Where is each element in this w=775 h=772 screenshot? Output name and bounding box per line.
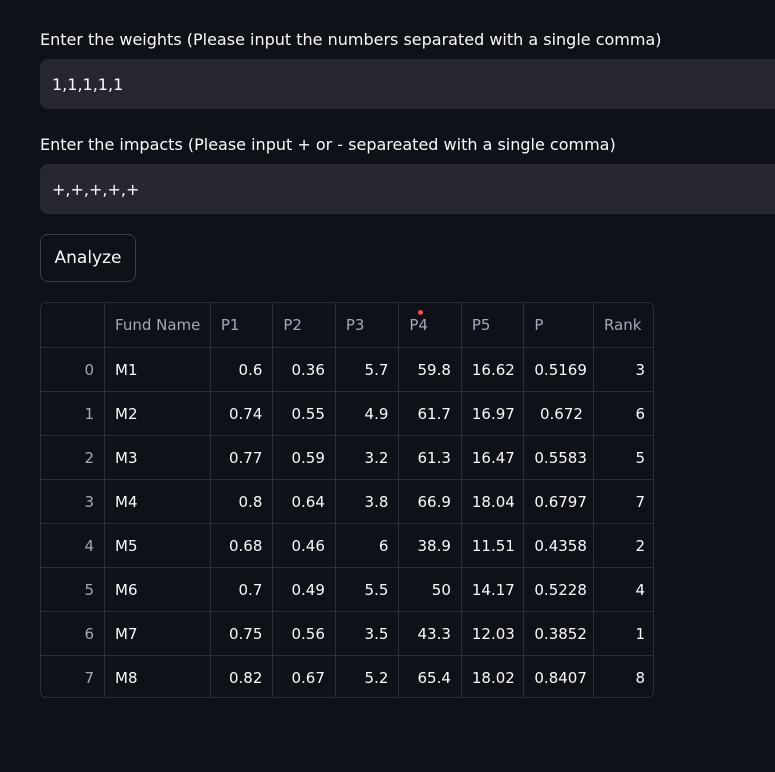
table-cell[interactable]: 16.97 — [461, 391, 525, 436]
column-header-fund-name[interactable]: Fund Name — [104, 303, 211, 348]
table-header-row: Fund Name P1 P2 P3 P4 P5 P Rank — [41, 303, 653, 348]
table-cell[interactable]: 5.5 — [335, 567, 400, 612]
table-row[interactable]: 0 M1 0.6 0.36 5.7 59.8 16.62 0.5169 3 — [41, 347, 653, 392]
table-cell[interactable]: 8 — [635, 668, 645, 687]
table-cell[interactable]: 4.9 — [335, 391, 400, 436]
table-cell[interactable]: 0.5228 — [523, 567, 594, 612]
table-cell[interactable]: 5.7 — [335, 347, 400, 392]
table-cell[interactable]: 5.2 — [335, 655, 400, 697]
weights-input[interactable] — [40, 59, 775, 109]
table-cell[interactable]: M3 — [104, 435, 211, 480]
row-index-cell[interactable]: 3 — [41, 479, 106, 524]
table-cell[interactable]: 0.74 — [210, 391, 274, 436]
table-cell[interactable]: 0.6 — [210, 347, 274, 392]
table-cell[interactable]: 65.4 — [398, 655, 462, 697]
row-index-cell[interactable]: 1 — [41, 391, 106, 436]
table-cell[interactable]: 0.6797 — [523, 479, 594, 524]
table-cell[interactable]: 59.8 — [398, 347, 462, 392]
table-cell[interactable]: 0.82 — [210, 655, 274, 697]
row-index-cell[interactable]: 4 — [41, 523, 106, 568]
column-header-p1[interactable]: P1 — [210, 303, 274, 348]
table-cell[interactable]: 0.36 — [272, 347, 336, 392]
table-cell[interactable]: 3.5 — [335, 611, 400, 656]
table-cell[interactable]: 1 — [593, 611, 653, 656]
table-cell[interactable]: 5 — [593, 435, 653, 480]
table-cell[interactable]: 3 — [593, 347, 653, 392]
weights-label: Enter the weights (Please input the numb… — [40, 30, 662, 49]
table-cell[interactable]: 18.02 — [461, 655, 525, 697]
row-index-cell[interactable]: 5 — [41, 567, 106, 612]
table-cell[interactable]: 3.2 — [335, 435, 400, 480]
table-cell[interactable]: 38.9 — [398, 523, 462, 568]
table-cell[interactable]: M7 — [104, 611, 211, 656]
table-row[interactable]: 1 M2 0.74 0.55 4.9 61.7 16.97 0.672 6 — [41, 391, 653, 436]
table-cell[interactable]: 0.56 — [272, 611, 336, 656]
table-cell[interactable]: 0.46 — [272, 523, 336, 568]
table-cell[interactable]: M6 — [104, 567, 211, 612]
column-header-p[interactable]: P — [523, 303, 594, 348]
row-index-cell[interactable]: 0 — [41, 347, 106, 392]
analyze-button[interactable]: Analyze — [40, 234, 136, 282]
table-cell[interactable]: 0.3852 — [523, 611, 594, 656]
table-cell[interactable]: 0.8407 — [523, 655, 594, 697]
table-cell[interactable]: 16.47 — [461, 435, 525, 480]
table-cell[interactable]: M4 — [104, 479, 211, 524]
table-cell[interactable]: 61.3 — [398, 435, 462, 480]
results-table[interactable]: Fund Name P1 P2 P3 P4 P5 P Rank 0 M1 0.6 0.36 5.7 59… — [40, 302, 654, 698]
table-cell[interactable]: 43.3 — [398, 611, 462, 656]
table-cell[interactable]: 0.75 — [210, 611, 274, 656]
table-cell[interactable]: M1 — [104, 347, 211, 392]
table-cell[interactable]: 18.04 — [461, 479, 525, 524]
table-cell[interactable]: 0.68 — [210, 523, 274, 568]
table-cell[interactable]: 14.17 — [461, 567, 525, 612]
table-cell[interactable]: 66.9 — [398, 479, 462, 524]
table-row[interactable]: 2 M3 0.77 0.59 3.2 61.3 16.47 0.5583 5 — [41, 435, 653, 480]
table-cell[interactable]: 61.7 — [398, 391, 462, 436]
table-cell[interactable]: 0.67 — [272, 655, 336, 697]
row-index-cell[interactable]: 6 — [41, 611, 106, 656]
column-header-p2[interactable]: P2 — [272, 303, 336, 348]
table-cell[interactable]: 0.59 — [272, 435, 336, 480]
impacts-input[interactable] — [40, 164, 775, 214]
table-cell[interactable]: 3.8 — [335, 479, 400, 524]
table-cell[interactable]: 0.77 — [210, 435, 274, 480]
table-cell[interactable]: 11.51 — [461, 523, 525, 568]
column-header-p5[interactable]: P5 — [461, 303, 525, 348]
table-cell[interactable]: 0.5583 — [523, 435, 594, 480]
row-index-cell[interactable]: 2 — [41, 435, 106, 480]
table-cell[interactable]: 2 — [593, 523, 653, 568]
column-header-p4[interactable]: P4 — [398, 303, 462, 348]
impacts-label: Enter the impacts (Please input + or - s… — [40, 135, 616, 154]
table-cell[interactable]: 0.672 — [523, 391, 594, 436]
table-cell[interactable]: M2 — [104, 391, 211, 436]
table-row[interactable]: 7 M8 0.82 0.67 5.2 65.4 18.02 0.8407 8 — [41, 655, 653, 697]
table-cell[interactable]: M5 — [104, 523, 211, 568]
table-cell[interactable]: 0.49 — [272, 567, 336, 612]
column-header-index[interactable] — [41, 303, 106, 348]
table-row[interactable]: 4 M5 0.68 0.46 6 38.9 11.51 0.4358 2 — [41, 523, 653, 568]
table-cell[interactable]: M8 — [104, 655, 211, 697]
table-row[interactable]: 6 M7 0.75 0.56 3.5 43.3 12.03 0.3852 1 — [41, 611, 653, 656]
table-cell[interactable]: 0.8 — [210, 479, 274, 524]
column-indicator-dot — [418, 310, 423, 315]
table-cell[interactable]: 0.4358 — [523, 523, 594, 568]
table-cell[interactable]: 0.64 — [272, 479, 336, 524]
table-cell[interactable]: 16.62 — [461, 347, 525, 392]
table-cell[interactable]: 0.7 — [210, 567, 274, 612]
table-row[interactable]: 5 M6 0.7 0.49 5.5 50 14.17 0.5228 4 — [41, 567, 653, 612]
column-header-rank[interactable]: Rank — [593, 303, 653, 348]
table-cell[interactable]: 7 — [593, 479, 653, 524]
table-cell[interactable]: 6 — [593, 391, 653, 436]
table-cell[interactable]: 12.03 — [461, 611, 525, 656]
table-row[interactable]: 3 M4 0.8 0.64 3.8 66.9 18.04 0.6797 7 — [41, 479, 653, 524]
table-cell[interactable]: 6 — [335, 523, 400, 568]
table-cell[interactable]: 0.55 — [272, 391, 336, 436]
table-cell[interactable]: 50 — [398, 567, 462, 612]
table-cell[interactable]: 4 — [593, 567, 653, 612]
table-cell[interactable]: 0.5169 — [523, 347, 594, 392]
column-header-p3[interactable]: P3 — [335, 303, 400, 348]
row-index-cell[interactable]: 7 — [41, 655, 106, 697]
